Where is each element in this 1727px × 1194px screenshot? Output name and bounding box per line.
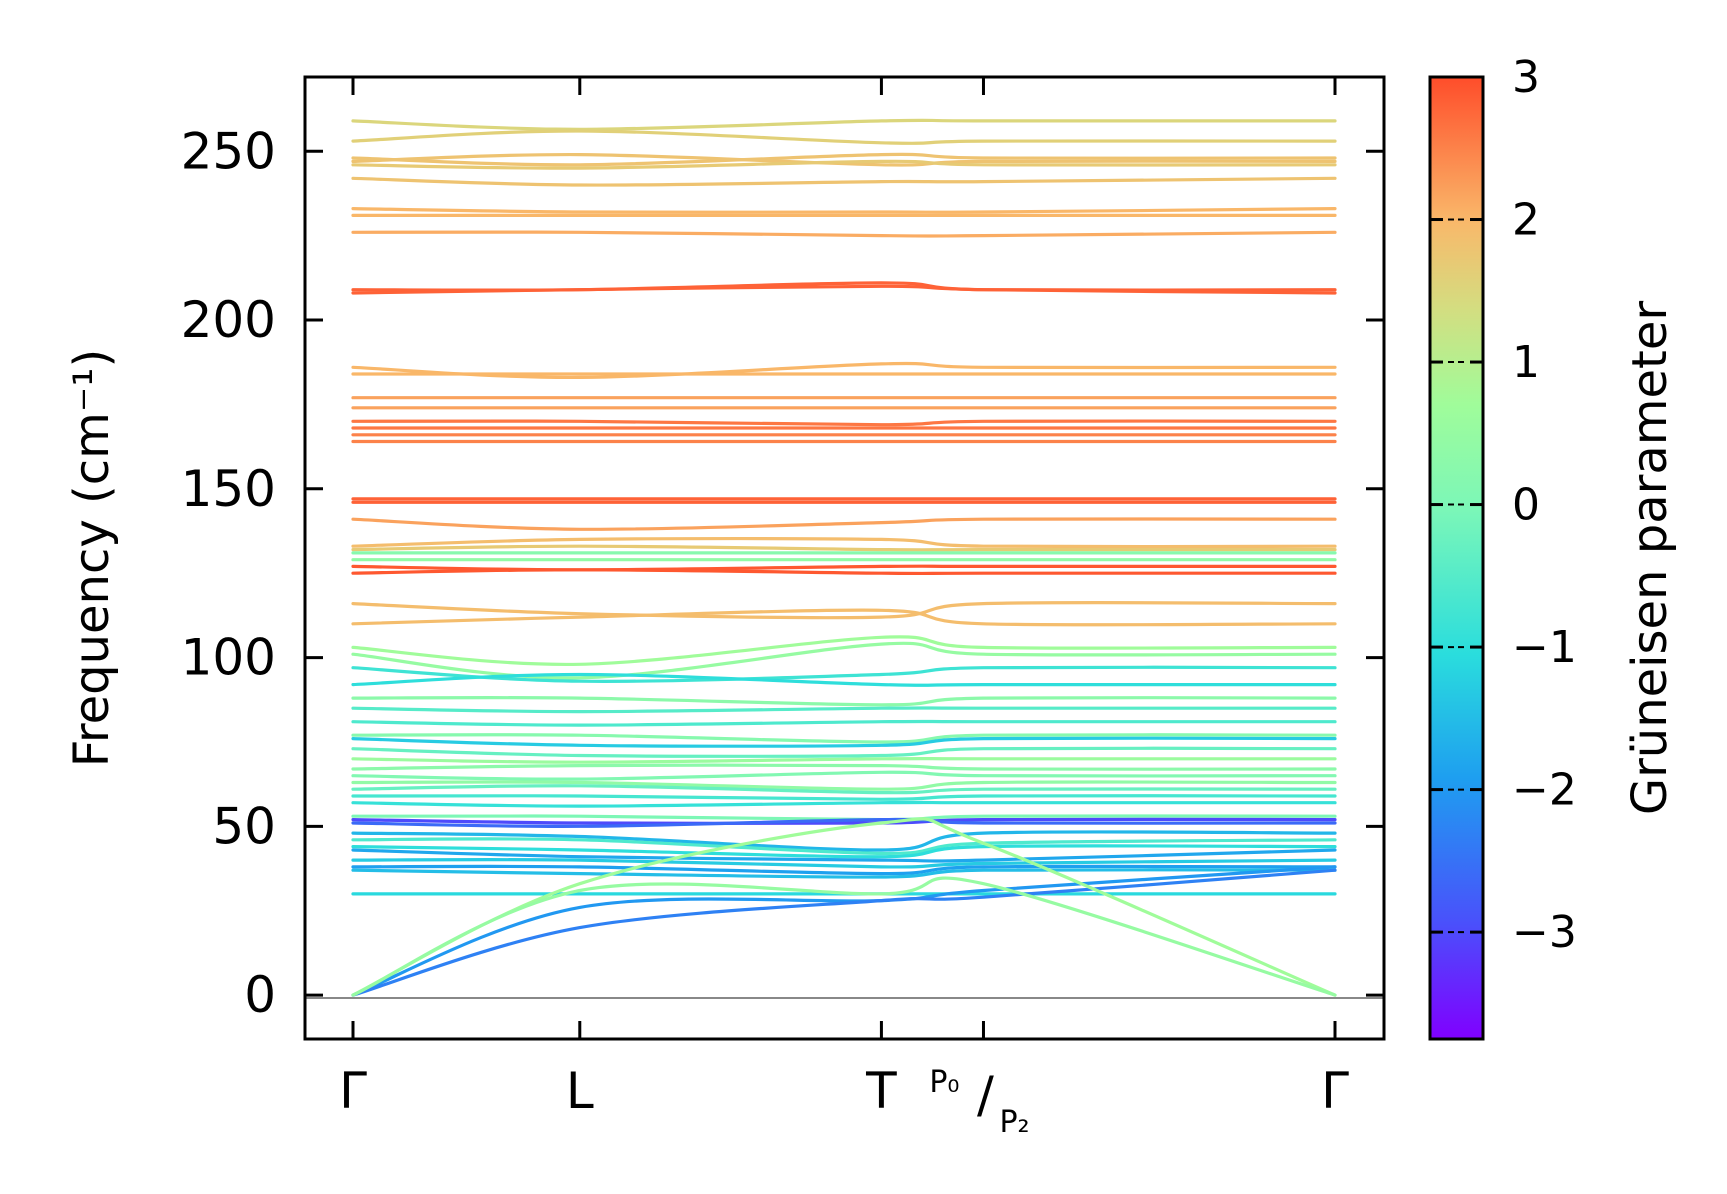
y-tick-label: 250 (181, 122, 276, 180)
band-56 (351, 868, 1337, 879)
y-axis-title: Frequency (cm⁻¹) (64, 349, 120, 767)
band-59 (351, 868, 1337, 997)
x-axis-ticks: Γ L T P₀ / P₂ Γ (339, 77, 1349, 1140)
band-31 (351, 641, 1337, 680)
band-50 (351, 830, 1337, 852)
colorbar-tick-label: 2 (1512, 195, 1540, 246)
x-tick-label: L (566, 1062, 594, 1120)
y-axis-ticks: 0 50 100 150 200 250 (181, 122, 1384, 1024)
colorbar-tick-label: 3 (1512, 52, 1540, 103)
band-40 (351, 756, 1337, 764)
band-27 (351, 568, 1337, 576)
band-1 (351, 129, 1337, 145)
y-tick-label: 100 (181, 629, 276, 687)
band-34 (351, 696, 1337, 707)
band-35 (351, 706, 1337, 714)
y-tick-label: 200 (181, 291, 276, 349)
band-36 (351, 719, 1337, 727)
band-32 (351, 665, 1337, 683)
band-51 (351, 837, 1337, 856)
band-52 (351, 844, 1337, 859)
x-tick-label: Γ (339, 1062, 367, 1120)
colorbar-title: Grüneisen parameter (1622, 301, 1678, 816)
band-55 (351, 864, 1337, 876)
x-tick-label-slash: / (977, 1066, 994, 1124)
band-10 (351, 284, 1337, 295)
band-22 (351, 536, 1337, 549)
band-15 (351, 419, 1337, 427)
colorbar-tick-label: −3 (1512, 907, 1577, 958)
band-23 (351, 544, 1337, 552)
x-tick-label: P₀ (929, 1065, 959, 1100)
band-45 (351, 794, 1337, 801)
colorbar (1428, 75, 1485, 1041)
band-42 (351, 770, 1337, 781)
band-29 (351, 608, 1337, 627)
colorbar-tick-label: −1 (1512, 622, 1577, 673)
phonon-bands (351, 118, 1337, 997)
band-30 (351, 635, 1337, 667)
band-5 (351, 176, 1337, 187)
y-tick-label: 50 (212, 797, 276, 855)
band-43 (351, 780, 1337, 791)
x-tick-label: Γ (1321, 1062, 1349, 1120)
band-53 (351, 848, 1337, 863)
band-21 (351, 517, 1337, 531)
band-11 (351, 361, 1337, 380)
band-3 (351, 152, 1337, 167)
colorbar-tick-label: 1 (1512, 337, 1540, 388)
band-61 (351, 876, 1337, 997)
band-8 (351, 230, 1337, 238)
band-44 (351, 784, 1337, 795)
x-tick-label-2: P₂ (999, 1105, 1029, 1140)
band-39 (351, 746, 1337, 758)
band-6 (351, 207, 1337, 214)
band-41 (351, 763, 1337, 771)
band-49 (351, 817, 1337, 828)
plot-frame (303, 75, 1386, 1041)
x-tick-label: T (865, 1062, 897, 1120)
band-2 (351, 152, 1337, 167)
y-tick-label: 150 (181, 460, 276, 518)
y-tick-label: 0 (244, 966, 276, 1024)
band-4 (351, 159, 1337, 170)
band-46 (351, 800, 1337, 808)
band-28 (351, 600, 1337, 620)
band-54 (351, 858, 1337, 869)
colorbar-tick-label: 0 (1512, 480, 1540, 531)
band-33 (351, 672, 1337, 687)
band-37 (351, 733, 1337, 744)
colorbar-ticks: 3 2 1 0 −1 −2 −3 (1430, 52, 1577, 958)
band-0 (351, 118, 1337, 131)
band-38 (351, 736, 1337, 748)
colorbar-tick-label: −2 (1512, 765, 1577, 816)
